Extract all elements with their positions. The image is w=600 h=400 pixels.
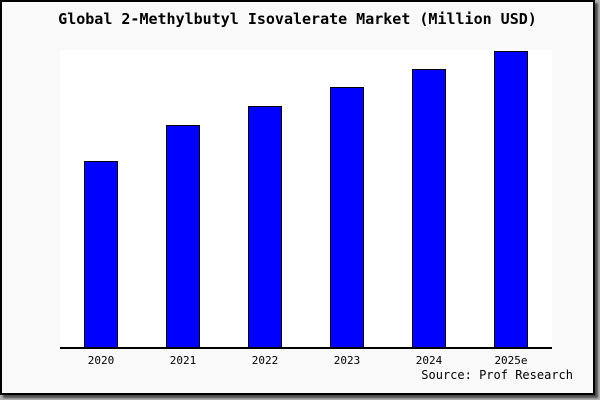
bar-slot [142,50,224,347]
x-tick-label-2024: 2024 [415,354,443,367]
bar-2020 [84,161,118,347]
chart-frame: Global 2-Methylbutyl Isovalerate Market … [0,0,595,395]
bars-container [60,50,552,347]
x-tick-label-2023: 2023 [333,354,361,367]
bar-2025e [494,51,528,347]
bar-2021 [166,124,200,347]
plot-area [60,50,552,349]
bar-slot [224,50,306,347]
x-tick-label-2025e: 2025e [494,354,528,367]
x-tick-label-2020: 2020 [87,354,115,367]
bar-2023 [330,86,364,347]
bar-2022 [248,105,282,347]
x-tick-label-2022: 2022 [251,354,279,367]
x-axis-labels: 2020 2021 2022 2023 2024 2025e [60,354,552,367]
chart-title: Global 2-Methylbutyl Isovalerate Market … [58,10,537,28]
x-tick-label-2021: 2021 [169,354,197,367]
source-credit: Source: Prof Research [421,368,573,382]
bar-slot [60,50,142,347]
bar-slot [306,50,388,347]
bar-slot [470,50,552,347]
bar-2024 [412,68,446,347]
bar-slot [388,50,470,347]
